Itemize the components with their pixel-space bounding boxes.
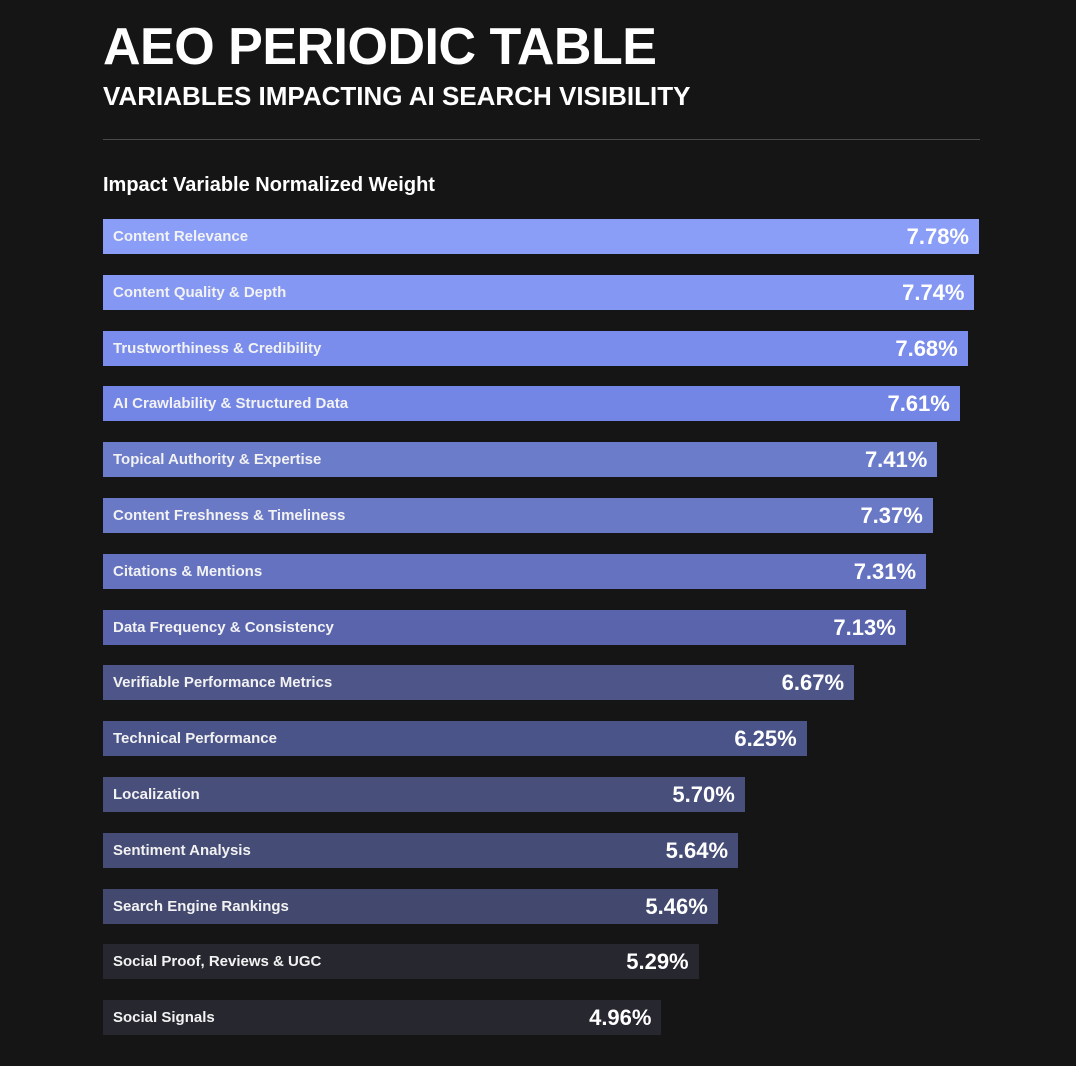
- bar: AI Crawlability & Structured Data 7.61%: [103, 386, 960, 422]
- bar-label: Technical Performance: [113, 730, 277, 748]
- bar: Content Freshness & Timeliness 7.37%: [103, 498, 933, 533]
- bar-value-label: 7.74%: [902, 279, 965, 305]
- bar: Technical Performance 6.25%: [103, 721, 807, 757]
- bar-value-label: 4.96%: [589, 1005, 652, 1031]
- bar-value-label: 7.37%: [860, 503, 923, 528]
- page-title: AEO PERIODIC TABLE: [103, 18, 657, 76]
- bar-label: Data Frequency & Consistency: [113, 618, 334, 636]
- page-subtitle: VARIABLES IMPACTING AI SEARCH VISIBILITY: [103, 81, 691, 111]
- bar: Verifiable Performance Metrics 6.67%: [103, 665, 855, 701]
- bar: Sentiment Analysis 5.64%: [103, 832, 739, 868]
- bar: Localization 5.70%: [103, 777, 745, 812]
- bar: Topical Authority & Expertise 7.41%: [103, 442, 938, 478]
- bar: Data Frequency & Consistency 7.13%: [103, 609, 906, 645]
- bar-label: Topical Authority & Expertise: [113, 451, 322, 469]
- bar-value-label: 7.78%: [906, 224, 969, 249]
- bar-value-label: 5.29%: [626, 949, 689, 975]
- bar-value-label: 5.70%: [672, 782, 735, 807]
- bar: Social Proof, Reviews & UGC 5.29%: [103, 944, 699, 980]
- bar: Search Engine Rankings 5.46%: [103, 888, 718, 924]
- bar: Citations & Mentions 7.31%: [103, 553, 927, 589]
- bar-value-label: 5.64%: [665, 837, 729, 863]
- bar-label: Content Relevance: [113, 228, 249, 245]
- bar-label: Social Signals: [113, 1009, 215, 1027]
- bar-label: Content Quality & Depth: [113, 283, 287, 301]
- bar-label: Content Freshness & Timeliness: [113, 507, 346, 524]
- bar-value-label: 5.46%: [645, 893, 708, 919]
- bar-label: Social Proof, Reviews & UGC: [113, 953, 322, 971]
- bar-label: Search Engine Rankings: [113, 897, 289, 915]
- bar: Content Quality & Depth 7.74%: [103, 274, 975, 310]
- bar-label: Trustworthiness & Credibility: [113, 339, 322, 357]
- bar-value-label: 7.68%: [895, 335, 958, 361]
- bar-value-label: 6.67%: [781, 670, 845, 696]
- divider: [103, 139, 980, 140]
- bar-label: Sentiment Analysis: [113, 841, 251, 859]
- bar-value-label: 7.13%: [833, 614, 896, 640]
- bar-label: Localization: [113, 786, 200, 803]
- bar-label: Citations & Mentions: [113, 562, 263, 580]
- bar-label: AI Crawlability & Structured Data: [113, 395, 349, 413]
- chart-title: Impact Variable Normalized Weight: [103, 174, 435, 196]
- bar-value-label: 7.61%: [887, 391, 950, 417]
- bar-value-label: 7.41%: [864, 447, 928, 473]
- bar: Social Signals 4.96%: [103, 1000, 662, 1036]
- bar: Trustworthiness & Credibility 7.68%: [103, 330, 968, 366]
- bar-label: Verifiable Performance Metrics: [113, 674, 333, 692]
- bar-value-label: 7.31%: [853, 558, 917, 584]
- bar: Content Relevance 7.78%: [103, 219, 979, 254]
- bar-value-label: 6.25%: [734, 726, 797, 752]
